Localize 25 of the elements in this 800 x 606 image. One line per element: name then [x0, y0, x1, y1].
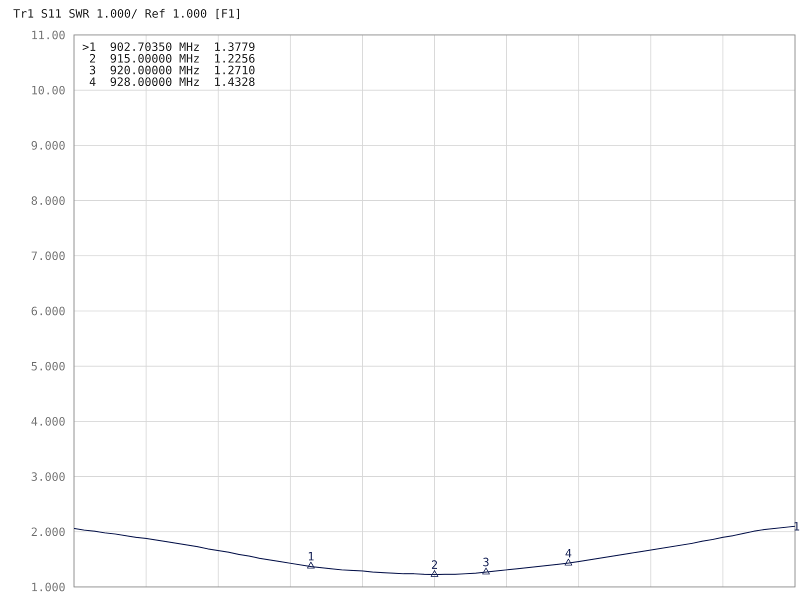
chart-title: Tr1 S11 SWR 1.000/ Ref 1.000 [F1] [13, 8, 240, 20]
annotation: 3 [483, 558, 489, 566]
point [482, 568, 490, 574]
y-tick-label: 2.000 [32, 527, 65, 536]
annotation: 3 920.00000 MHz 1.2710 [90, 66, 255, 74]
y-tick-label: 5.000 [32, 362, 65, 371]
y-tick-label: 3.000 [32, 472, 65, 481]
annotation: 4 928.00000 MHz 1.4328 [90, 77, 255, 86]
y-tick-label: 4.000 [31, 417, 65, 426]
annotation: 4 [566, 549, 572, 558]
point [430, 570, 438, 577]
annotation: >1 902.70350 MHz 1.3779 [82, 42, 254, 52]
y-tick-label: 1.000 [32, 582, 65, 592]
y-tick-label: 9.000 [32, 141, 65, 150]
y-tick-label: 11.00 [32, 30, 65, 40]
y-tick-label: 7.000 [32, 251, 65, 260]
y-tick-label: 6.000 [32, 306, 65, 316]
series-label: 1 [794, 522, 800, 530]
annotation: 1 [308, 552, 314, 560]
point [564, 558, 572, 566]
annotation: 2 [432, 560, 437, 569]
y-tick-label: 8.000 [32, 196, 65, 205]
y-tick-label: 10.00 [32, 86, 65, 95]
point [307, 562, 315, 569]
annotation: 2 915.00000 MHz 1.2256 [90, 54, 255, 63]
